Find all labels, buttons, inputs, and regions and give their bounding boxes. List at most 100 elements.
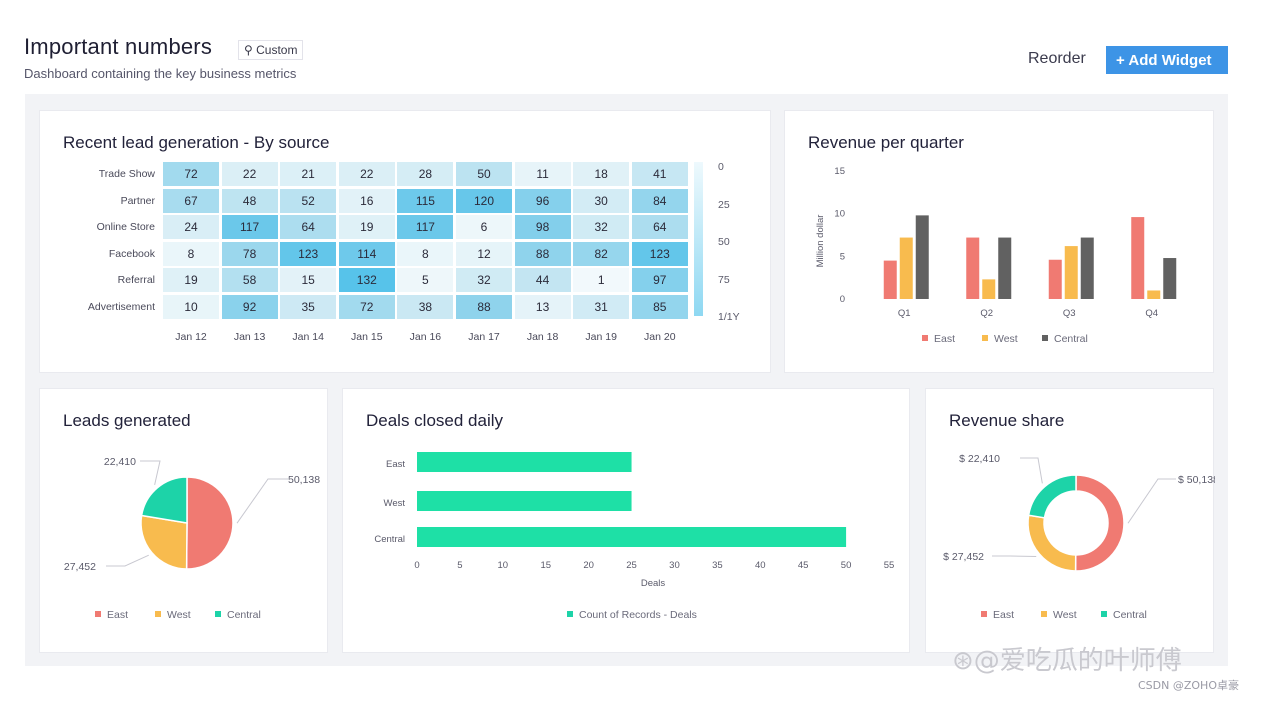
heatmap-scale-tick: 50 <box>718 236 730 248</box>
heatmap-cell: 11 <box>514 162 571 186</box>
x-tick-label: 15 <box>540 560 551 571</box>
bar-west <box>899 237 913 299</box>
x-tick-label: Q1 <box>898 308 911 319</box>
reorder-button[interactable]: Reorder <box>1028 50 1086 67</box>
heatmap-cell: 31 <box>573 295 630 319</box>
bar-east <box>1048 259 1062 299</box>
slice-west <box>140 514 188 570</box>
legend-label: West <box>167 609 191 621</box>
heatmap-col-label: Jan 16 <box>409 331 442 343</box>
heatmap-scale-tick: 0 <box>718 161 724 173</box>
heatmap-cell: 35 <box>280 295 337 319</box>
deals-closed-widget[interactable]: Deals closed daily East West Central 0 5 10 15… <box>342 388 910 653</box>
dashboard-canvas: Recent lead generation - By source Trade… <box>25 94 1228 666</box>
heatmap-cell: 38 <box>397 295 454 319</box>
slice-leader-line <box>1127 478 1176 524</box>
legend-swatch <box>567 611 573 617</box>
legend-label: West <box>994 333 1018 345</box>
heatmap-col-label: Jan 15 <box>351 331 383 343</box>
lead-generation-widget[interactable]: Recent lead generation - By source Trade… <box>39 110 771 373</box>
x-tick-label: Q2 <box>980 308 993 319</box>
legend-swatch <box>155 611 161 617</box>
dashboard-header: Important numbers ⚲ Custom Dashboard con… <box>24 32 1234 86</box>
heatmap-row-label: Trade Show <box>98 168 155 180</box>
heatmap-scale-tick: 25 <box>718 198 730 211</box>
widget-title: Revenue share <box>949 411 1065 430</box>
legend-swatch <box>981 611 987 617</box>
heatmap-scale-tick: 75 <box>718 273 730 286</box>
heatmap-cell: 21 <box>280 162 337 186</box>
heatmap-cell: 50 <box>456 162 512 186</box>
heatmap-scale-bar <box>694 162 703 316</box>
heatmap-col-label: Jan 20 <box>644 331 676 343</box>
heatmap-col-label: Jan 13 <box>233 331 266 343</box>
heatmap-cell: 18 <box>573 162 630 186</box>
heatmap-scale-tick: 1/1Y <box>718 311 740 323</box>
x-tick-label: Q4 <box>1145 308 1158 319</box>
bar-west <box>1147 290 1161 299</box>
heatmap-cell: 88 <box>456 295 512 319</box>
heatmap-cell: 117 <box>397 215 454 240</box>
heatmap-cell: 22 <box>338 162 395 186</box>
heatmap-cell: 16 <box>338 188 395 213</box>
deals-bar-chart: East West Central 0 5 10 15 20 25 30 35 40 45 50 55 Dea… <box>374 452 894 621</box>
slice-leader-line <box>140 460 161 485</box>
heatmap-cell: 72 <box>338 295 395 319</box>
slice-label: $ 27,452 <box>943 551 984 563</box>
y-tick-label: 0 <box>840 294 845 305</box>
heatmap-cell: 82 <box>573 241 630 266</box>
heatmap-cell: 115 <box>397 188 454 213</box>
y-category-label: West <box>384 498 406 509</box>
heatmap-cell: 22 <box>221 162 278 186</box>
heatmap-cell: 123 <box>280 241 337 266</box>
slice-leader-line <box>236 478 288 524</box>
heatmap-cell: 15 <box>280 268 337 293</box>
heatmap-col-label: Jan 14 <box>292 331 324 343</box>
heatmap-cell: 5 <box>397 268 454 293</box>
heatmap-cell: 1 <box>573 268 630 293</box>
heatmap-cell: 120 <box>456 188 512 213</box>
revenue-quarter-widget[interactable]: Revenue per quarter 0 5 10 15 Million dollar… <box>784 110 1214 373</box>
x-tick-label: 20 <box>583 560 594 571</box>
heatmap-cell: 41 <box>631 162 688 186</box>
slice-label: $ 50,138 <box>1178 474 1215 486</box>
heatmap-cell: 117 <box>221 215 278 240</box>
x-tick-label: 5 <box>457 560 462 571</box>
heatmap-cell: 8 <box>397 241 454 266</box>
x-tick-label: 40 <box>755 560 766 571</box>
heatmap-cell: 114 <box>338 241 395 266</box>
legend-label: East <box>993 609 1014 621</box>
heatmap-row-label: Facebook <box>108 247 155 260</box>
deal-bar <box>417 527 847 547</box>
heatmap-cell: 28 <box>397 162 454 186</box>
slice-label: 27,452 <box>64 561 96 573</box>
legend-label: East <box>934 333 955 345</box>
bar-east <box>883 260 897 299</box>
add-widget-button[interactable]: + Add Widget <box>1106 46 1228 74</box>
heatmap-cell: 44 <box>514 268 571 293</box>
heatmap-row-label: Online Store <box>96 221 155 234</box>
slice-label: $ 22,410 <box>959 453 1000 465</box>
slice-central <box>1027 474 1077 519</box>
legend-label: Central <box>1054 333 1088 345</box>
heatmap-cell: 67 <box>163 188 219 213</box>
heatmap-cell: 12 <box>456 241 512 266</box>
x-tick-label: 45 <box>798 560 809 571</box>
leads-generated-widget[interactable]: Leads generated 50,138 27,452 22,410 East We… <box>39 388 328 653</box>
heatmap-row-label: Advertisement <box>87 301 155 313</box>
x-axis-title: Deals <box>641 578 666 589</box>
revenue-share-widget[interactable]: Revenue share $ 50,138 $ 27,452 $ 22,410 Ea… <box>925 388 1215 653</box>
bar-central <box>998 237 1012 299</box>
heatmap-cell: 58 <box>221 268 278 293</box>
heatmap-row-label: Referral <box>117 274 155 287</box>
heatmap-cell: 32 <box>573 215 630 240</box>
custom-badge[interactable]: ⚲ Custom <box>238 40 304 60</box>
heatmap-cell: 78 <box>221 241 278 266</box>
heatmap-cell: 8 <box>163 241 219 266</box>
deal-bar <box>417 452 632 472</box>
heatmap-cell: 96 <box>514 188 571 213</box>
heatmap-cell: 64 <box>631 215 688 240</box>
watermark: ⊛@爱吃瓜的叶师傅 <box>952 646 1182 676</box>
credit-text: CSDN @ZOHO卓豪 <box>1138 679 1239 692</box>
legend-swatch <box>982 335 988 341</box>
